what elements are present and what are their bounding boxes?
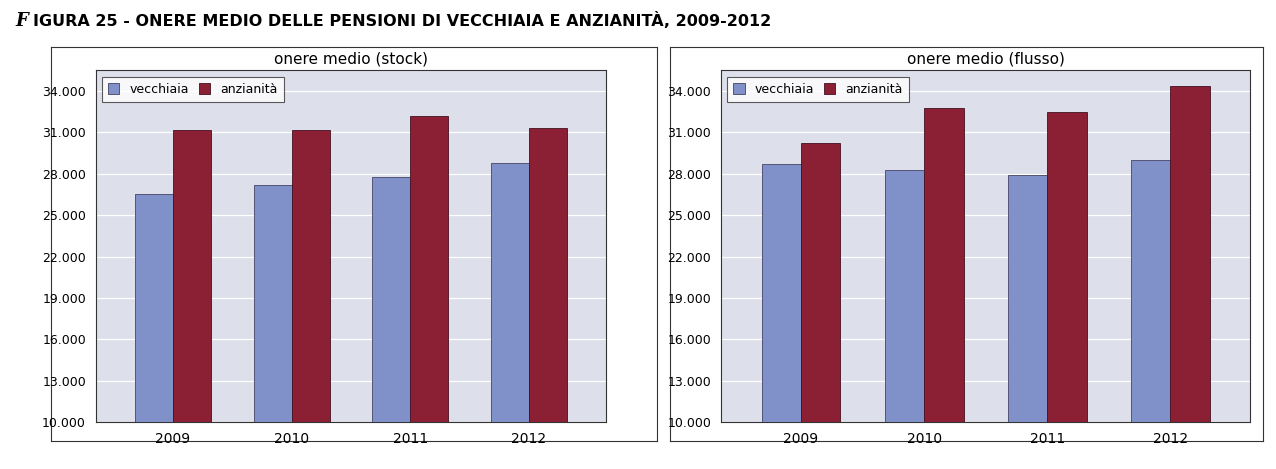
Bar [801,144,841,422]
Bar [373,176,411,422]
Title: onere medio (flusso): onere medio (flusso) [907,52,1064,67]
Legend: vecchiaia, anzianità: vecchiaia, anzianità [102,76,283,102]
Bar [1048,112,1087,422]
Bar [1008,175,1048,422]
Bar [530,129,567,422]
Text: IGURA 25 - ONERE MEDIO DELLE PENSIONI DI VECCHIAIA E ANZIANITÀ, 2009-2012: IGURA 25 - ONERE MEDIO DELLE PENSIONI DI… [33,12,772,29]
Title: onere medio (stock): onere medio (stock) [274,52,427,67]
Bar [172,129,211,422]
Bar [135,195,172,422]
Text: F: F [15,12,28,30]
Bar [254,185,291,422]
Bar [411,116,448,422]
Bar [291,129,329,422]
Bar [1131,160,1170,422]
Bar [1170,86,1210,422]
Bar [762,164,801,422]
Bar [884,170,924,422]
Bar [924,107,963,422]
Bar [491,163,530,422]
Legend: vecchiaia, anzianità: vecchiaia, anzianità [727,76,909,102]
